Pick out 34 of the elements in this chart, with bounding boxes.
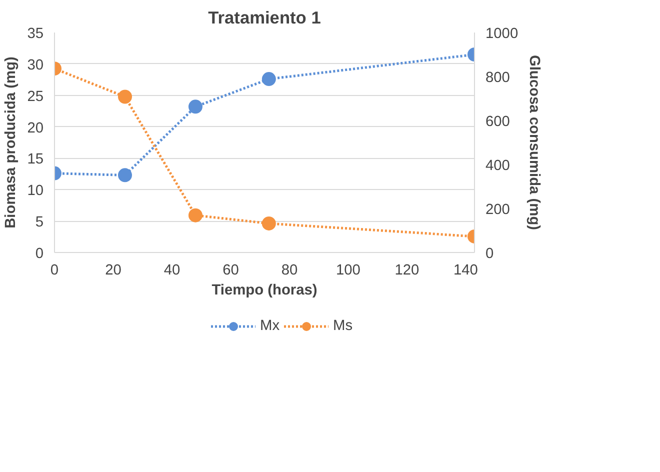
point (118, 168, 132, 182)
x-tick-label: 60 (222, 262, 239, 278)
legend-label: Ms (333, 318, 353, 334)
y-tick-label: 35 (27, 26, 44, 42)
y2-axis-title: Glucosa consumida (mg) (526, 54, 542, 230)
x-tick-label: 100 (336, 262, 360, 278)
point (188, 208, 202, 222)
y2-tick-label: 200 (486, 202, 510, 218)
x-tick-label: 80 (281, 262, 298, 278)
x-tick-label: 140 (453, 262, 478, 278)
y2-tick-label: 0 (486, 246, 494, 262)
y-tick-label: 30 (27, 57, 44, 74)
x-axis-title: Tiempo (horas) (212, 282, 318, 298)
y-tick-label: 5 (35, 214, 44, 231)
y-axis-title: Biomasa producida (mg) (3, 56, 20, 228)
y-tick-label: 10 (27, 183, 44, 200)
legend-label: Mx (260, 318, 280, 334)
point (262, 216, 276, 230)
x-tick-label: 20 (105, 262, 122, 278)
x-tick-label: 0 (50, 262, 59, 278)
y2-tick-label: 1000 (486, 26, 518, 42)
x-tick-label: 120 (394, 262, 420, 278)
point (262, 72, 276, 86)
chart-title: Tratamiento 1 (208, 8, 322, 28)
y2-tick-label: 600 (486, 114, 510, 130)
point (188, 100, 202, 114)
point (118, 90, 132, 104)
y-tick-label: 20 (27, 120, 44, 136)
y2-tick-label: 400 (486, 158, 510, 174)
y2-tick-label: 800 (486, 70, 510, 86)
x-tick-label: 40 (164, 262, 180, 278)
y-tick-label: 25 (27, 88, 44, 105)
y-tick-label: 15 (27, 152, 44, 168)
y-tick-label: 0 (35, 246, 44, 262)
